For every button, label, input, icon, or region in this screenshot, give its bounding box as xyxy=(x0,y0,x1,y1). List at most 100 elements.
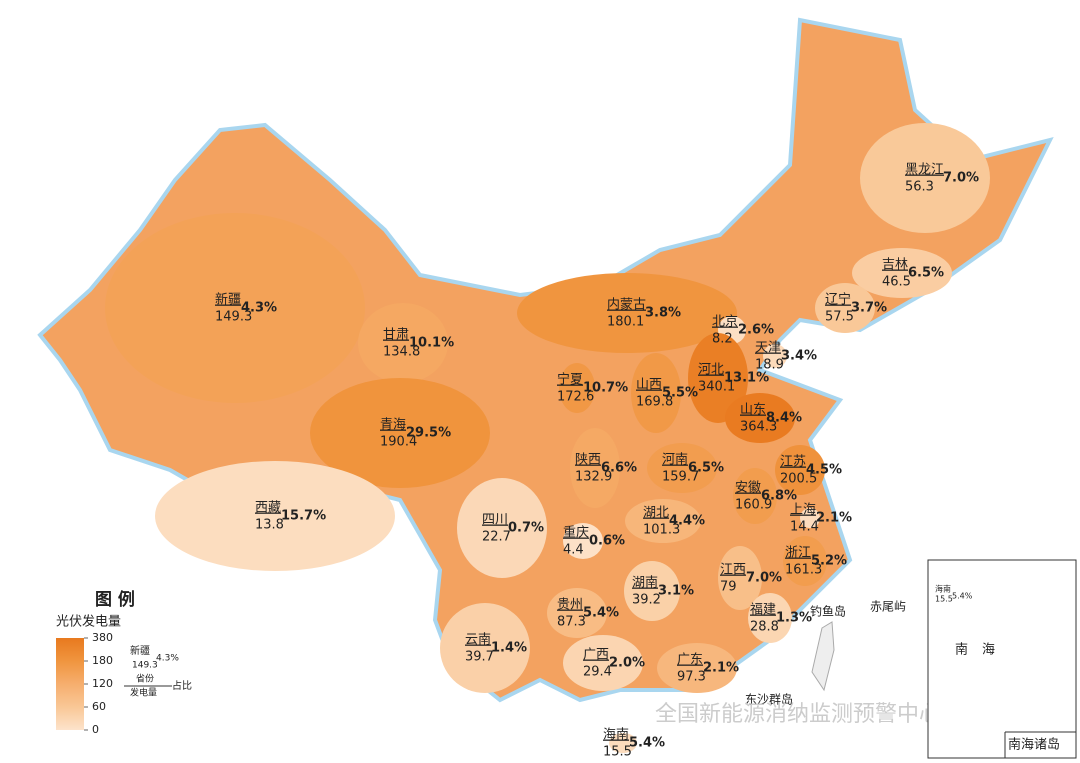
province-share: 29.5% xyxy=(406,426,451,441)
province-value: 340.1 xyxy=(698,380,735,395)
province-region xyxy=(815,283,875,333)
province-region xyxy=(860,123,990,233)
regions xyxy=(105,123,990,753)
province-value: 15.5 xyxy=(603,745,632,760)
inset-share: 5.4% xyxy=(952,592,973,601)
province-share: 4.5% xyxy=(806,463,842,478)
province-name: 上海 xyxy=(790,503,816,518)
province-share: 6.8% xyxy=(761,489,797,504)
province-share: 13.1% xyxy=(724,371,769,386)
legend-example-caption: 省份 xyxy=(136,673,154,685)
province-value: 28.8 xyxy=(750,620,779,635)
legend-example-name: 新疆 xyxy=(130,644,150,657)
province-region xyxy=(718,546,762,610)
province-share: 0.7% xyxy=(508,521,544,536)
province-share: 4.4% xyxy=(669,514,705,529)
province-region xyxy=(733,468,777,524)
place-label: 东沙群岛 xyxy=(745,692,793,707)
province-value: 180.1 xyxy=(607,315,644,330)
province-share: 3.7% xyxy=(851,301,887,316)
province-value: 101.3 xyxy=(643,523,680,538)
province-region xyxy=(440,603,530,693)
province-value: 57.5 xyxy=(825,310,854,325)
province-name: 内蒙古 xyxy=(607,297,646,313)
province-share: 1.3% xyxy=(776,611,812,626)
province-name: 甘肃 xyxy=(383,328,409,343)
province-region xyxy=(559,363,595,413)
province-region xyxy=(358,303,448,383)
province-value: 169.8 xyxy=(636,395,673,410)
province-region xyxy=(625,499,701,543)
province-name: 黑龙江 xyxy=(905,163,944,178)
inset-name: 海南 xyxy=(935,584,951,594)
province-share: 10.7% xyxy=(583,381,628,396)
province-value: 14.4 xyxy=(790,520,819,535)
province-region xyxy=(725,393,795,443)
province-share: 7.0% xyxy=(943,171,979,186)
province-share: 10.1% xyxy=(409,336,454,351)
province-value: 159.7 xyxy=(662,470,699,485)
province-value: 29.4 xyxy=(583,665,612,680)
legend-example-caption: 发电量 xyxy=(130,687,157,699)
legend-example-share: 4.3% xyxy=(156,654,179,664)
province-share: 5.4% xyxy=(629,736,665,751)
province-share: 6.6% xyxy=(601,461,637,476)
legend: 380 180 120 60 0 xyxy=(56,631,113,736)
labels: 新疆 149.34.3% 甘肃 134.810.1% 内蒙古 180.13.8% 北京 8.2… xyxy=(215,163,979,760)
province-region xyxy=(783,536,827,586)
province-name: 北京 xyxy=(712,315,738,330)
province-name: 新疆 xyxy=(215,292,241,308)
legend-example-caption: 占比 xyxy=(172,679,192,692)
province-value: 134.8 xyxy=(383,345,420,360)
province-value: 46.5 xyxy=(882,275,911,290)
province-name: 江西 xyxy=(720,563,746,578)
province-value: 8.2 xyxy=(712,332,733,347)
province-share: 3.1% xyxy=(658,584,694,599)
province-name: 云南 xyxy=(465,632,491,648)
province-name: 湖北 xyxy=(643,506,669,521)
sea-label: 南海 xyxy=(955,642,1009,658)
province-value: 39.7 xyxy=(465,650,494,665)
province-name: 贵州 xyxy=(557,598,583,613)
province-name: 西藏 xyxy=(255,501,281,516)
province-name: 江苏 xyxy=(780,454,806,470)
province-name: 山西 xyxy=(636,378,662,393)
province-region xyxy=(570,428,620,508)
province-share: 2.1% xyxy=(703,661,739,676)
china-outline xyxy=(37,17,1054,703)
province-name: 吉林 xyxy=(882,258,908,273)
province-value: 4.4 xyxy=(563,543,584,558)
province-value: 160.9 xyxy=(735,498,772,513)
place-label: 钓鱼岛 xyxy=(810,604,846,619)
province-share: 0.6% xyxy=(589,534,625,549)
province-value: 132.9 xyxy=(575,470,612,485)
province-value: 200.5 xyxy=(780,472,817,487)
province-region xyxy=(647,443,717,493)
province-value: 190.4 xyxy=(380,435,417,450)
province-name: 青海 xyxy=(380,418,406,433)
province-name: 山东 xyxy=(740,403,766,418)
province-name: 陕西 xyxy=(575,453,601,468)
legend-bar xyxy=(56,638,84,730)
province-name: 辽宁 xyxy=(825,292,851,308)
province-region xyxy=(800,508,820,528)
legend-tick-label: 380 xyxy=(92,631,113,644)
province-value: 172.6 xyxy=(557,390,594,405)
inset-frame xyxy=(927,559,1077,759)
province-value: 79 xyxy=(720,580,737,595)
province-value: 364.3 xyxy=(740,420,777,435)
province-region xyxy=(748,593,792,643)
province-value: 18.9 xyxy=(755,358,784,373)
province-region xyxy=(457,478,547,578)
province-region xyxy=(852,248,952,298)
province-name: 广西 xyxy=(583,648,609,663)
taiwan xyxy=(811,621,835,692)
province-share: 8.4% xyxy=(766,411,802,426)
legend-title: 光伏发电量 xyxy=(56,614,121,630)
province-share: 1.4% xyxy=(491,641,527,656)
province-share: 2.0% xyxy=(609,656,645,671)
province-region xyxy=(609,733,637,753)
province-value: 87.3 xyxy=(557,615,586,630)
legend-heading: 图 例 xyxy=(95,589,135,610)
